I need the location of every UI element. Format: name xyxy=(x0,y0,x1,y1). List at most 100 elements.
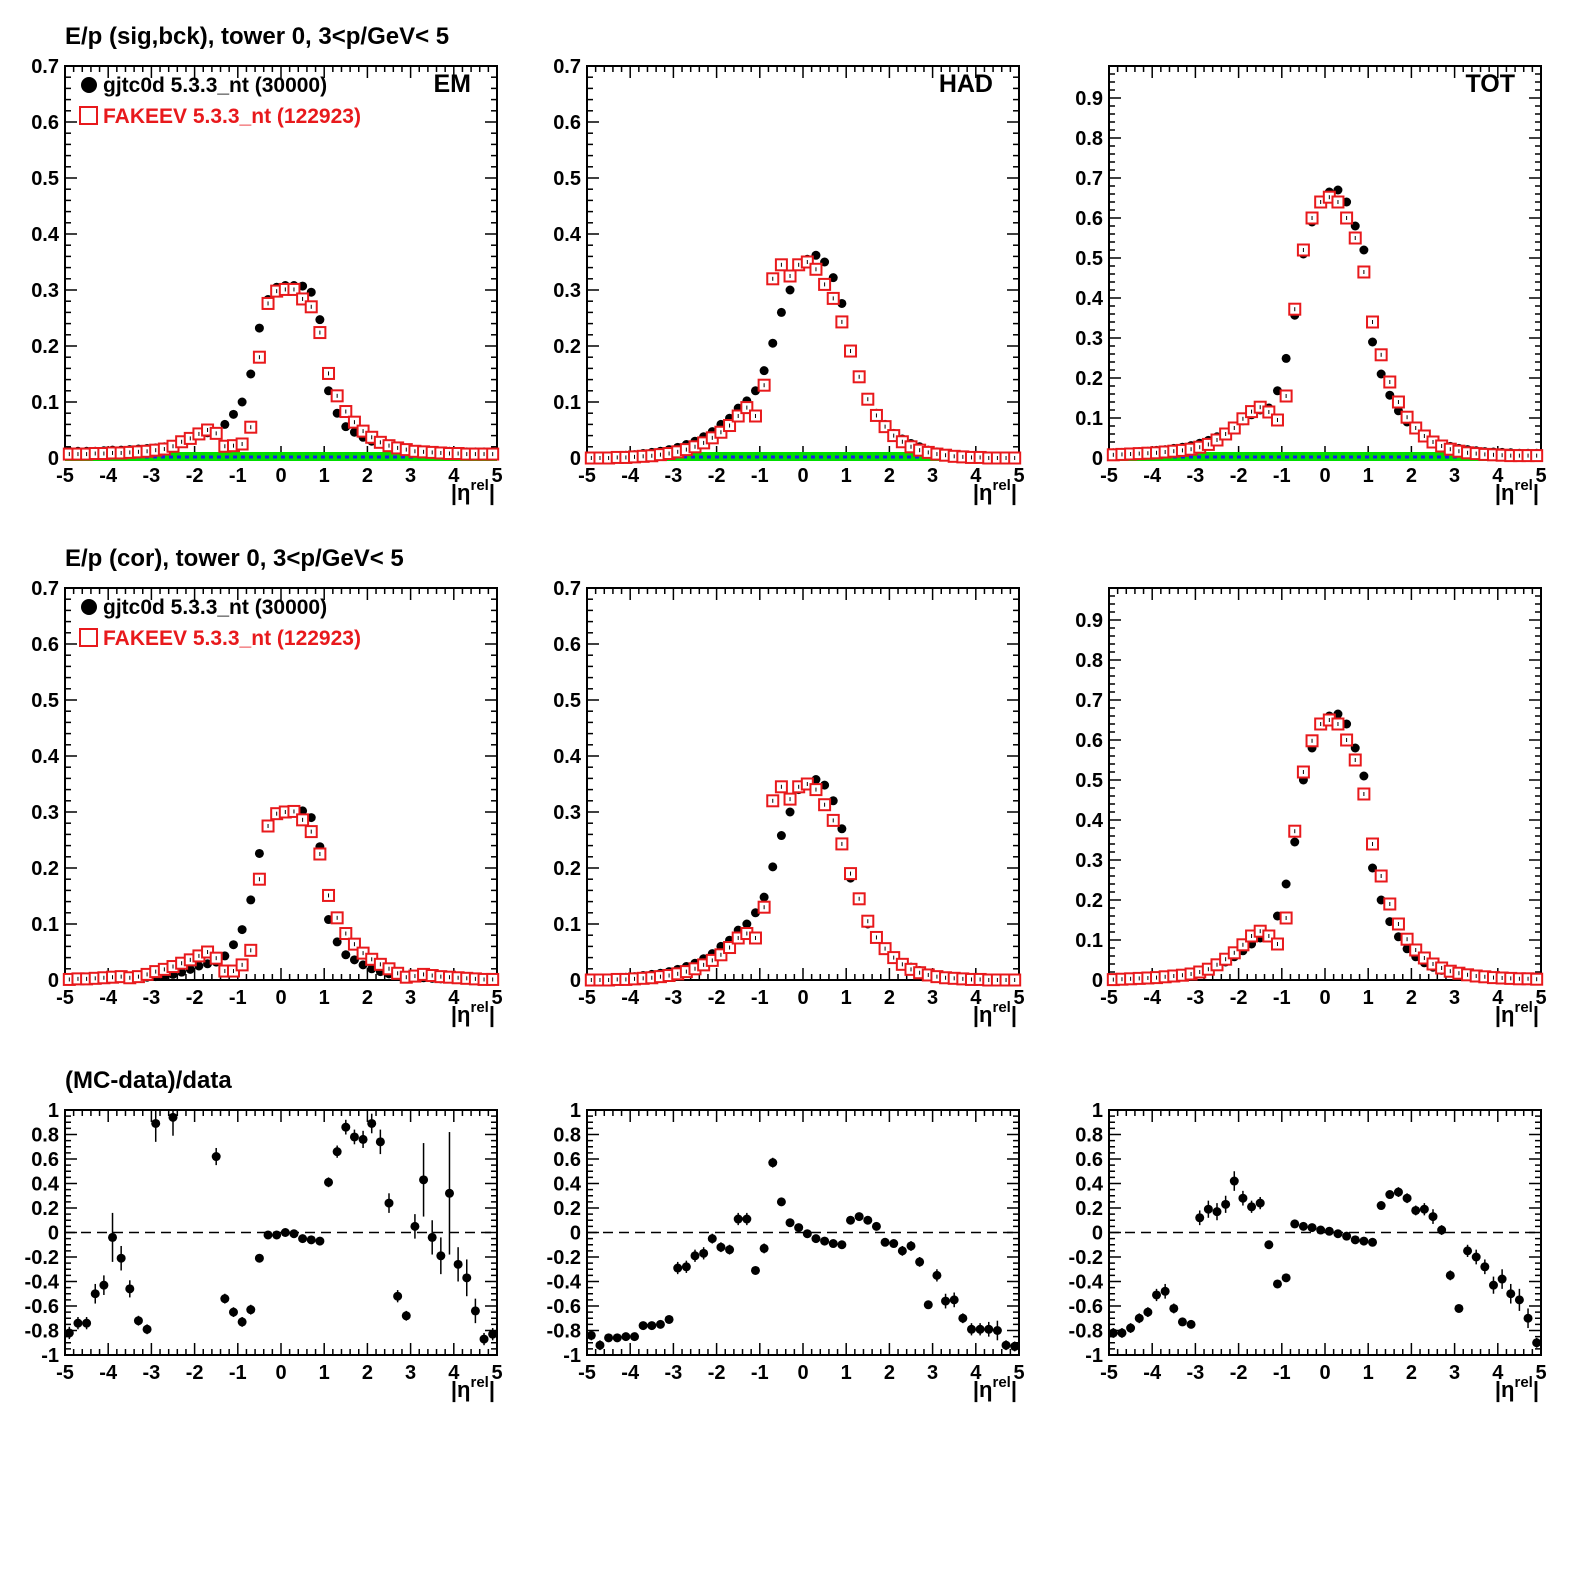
data-point xyxy=(742,919,752,929)
series-mc xyxy=(584,255,1022,465)
x-tick-label: -2 xyxy=(708,987,726,1009)
x-tick-label: 4 xyxy=(1492,465,1504,487)
data-point xyxy=(880,1237,890,1247)
x-axis-label: |ηrel| xyxy=(451,1374,495,1402)
corner-label: TOT xyxy=(1465,70,1515,98)
x-tick-label: 5 xyxy=(1013,1362,1024,1384)
x-axis-label-main: |η xyxy=(1495,1002,1515,1027)
x-tick-label: 2 xyxy=(884,987,895,1009)
x-tick-label: -1 xyxy=(751,465,769,487)
x-axis-label-end: | xyxy=(1533,480,1539,505)
y-tick-label: 0 xyxy=(48,970,59,992)
data-point xyxy=(759,892,769,902)
y-tick-label: 0.4 xyxy=(31,746,60,768)
data-point xyxy=(168,1112,178,1122)
data-point xyxy=(1488,1280,1498,1290)
y-tick-label: 0.1 xyxy=(31,392,59,414)
x-tick-label: 2 xyxy=(884,1362,895,1384)
data-point xyxy=(612,1333,622,1343)
y-tick-label: 0.5 xyxy=(553,690,581,712)
data-point xyxy=(1506,1289,1516,1299)
x-tick-label: -1 xyxy=(229,987,247,1009)
x-axis-label-sup: rel xyxy=(470,477,488,494)
x-tick-label: -4 xyxy=(621,987,640,1009)
y-tick-label: 0 xyxy=(570,1223,581,1245)
x-tick-label: -5 xyxy=(1100,987,1118,1009)
chart-panel-0-1: -5 -4 -3 -2 -1 0 1 2 3 4 5 0 0.1 0.2 0.3 0.4 0.5 0.6 0.7 |η… xyxy=(553,56,1024,505)
data-point xyxy=(228,940,238,950)
y-tick-label: 0.5 xyxy=(1075,248,1103,270)
y-tick-label: 1 xyxy=(570,1100,581,1122)
chart-panel-0-0: -5 -4 -3 -2 -1 0 1 2 3 4 5 0 0.1 0.2 0.3 0.4 0.5 0.6 0.7 |η… xyxy=(31,56,502,505)
data-point xyxy=(915,1257,925,1267)
y-tick-label: 0.2 xyxy=(553,858,581,880)
data-point xyxy=(73,1318,83,1328)
data-point xyxy=(1229,1176,1239,1186)
data-point xyxy=(690,1251,700,1261)
data-point xyxy=(1160,1286,1170,1296)
data-point xyxy=(906,1241,916,1251)
data-point xyxy=(1342,1231,1352,1241)
x-tick-label: -2 xyxy=(186,465,204,487)
y-tick-label: -0.4 xyxy=(547,1272,582,1294)
x-tick-label: -3 xyxy=(143,987,161,1009)
data-point xyxy=(349,1132,359,1142)
data-point xyxy=(116,1253,126,1263)
x-axis-label-main: |η xyxy=(973,480,993,505)
y-tick-label: 0 xyxy=(48,448,59,470)
x-tick-label: 0 xyxy=(1319,1362,1330,1384)
data-point xyxy=(1272,1279,1282,1289)
x-tick-label: 0 xyxy=(1319,465,1330,487)
data-point xyxy=(246,369,256,379)
y-tick-label: 0.2 xyxy=(553,1198,581,1220)
data-point xyxy=(1393,1187,1403,1197)
data-point xyxy=(1411,1205,1421,1215)
x-tick-label: -5 xyxy=(56,465,74,487)
data-point xyxy=(1419,1204,1429,1214)
data-point xyxy=(638,1321,648,1331)
y-tick-label: 0.2 xyxy=(1075,890,1103,912)
data-point xyxy=(595,1340,605,1350)
data-point xyxy=(246,895,256,905)
data-point xyxy=(211,1152,221,1162)
y-tick-label: 0.4 xyxy=(31,224,60,246)
data-point xyxy=(1514,1295,1524,1305)
data-point xyxy=(90,1289,100,1299)
y-tick-label: -1 xyxy=(41,1345,59,1367)
data-point xyxy=(1238,1193,1248,1203)
data-point xyxy=(1316,1225,1326,1235)
data-point xyxy=(1126,1323,1136,1333)
y-tick-label: 0 xyxy=(570,448,581,470)
x-tick-label: -2 xyxy=(186,987,204,1009)
data-point xyxy=(1359,1236,1369,1246)
legend-mc-label: FAKEEV 5.3.3_nt (122923) xyxy=(103,627,361,650)
x-tick-label: 1 xyxy=(319,465,330,487)
x-tick-label: 5 xyxy=(491,987,502,1009)
data-point xyxy=(1307,1223,1317,1233)
y-tick-label: 0.7 xyxy=(553,578,581,600)
data-point xyxy=(1385,1190,1395,1200)
data-point xyxy=(984,1324,994,1334)
x-tick-label: 0 xyxy=(275,465,286,487)
data-point xyxy=(992,1326,1002,1335)
data-point xyxy=(1177,1317,1187,1327)
data-point xyxy=(768,1158,778,1168)
y-tick-label: 1 xyxy=(48,1100,59,1122)
x-tick-label: 1 xyxy=(1363,465,1374,487)
data-point xyxy=(966,1324,976,1334)
y-tick-label: 0.6 xyxy=(553,634,581,656)
x-axis-label: |ηrel| xyxy=(973,999,1017,1027)
x-tick-label: 3 xyxy=(405,1362,416,1384)
data-point xyxy=(630,1332,640,1342)
x-tick-label: 4 xyxy=(448,465,460,487)
x-tick-label: 2 xyxy=(362,1362,373,1384)
x-tick-label: 3 xyxy=(1449,987,1460,1009)
x-axis-label-sup: rel xyxy=(992,999,1010,1016)
y-tick-label: 1 xyxy=(1092,1100,1103,1122)
y-tick-label: 0.6 xyxy=(553,112,581,134)
x-tick-label: -5 xyxy=(578,465,596,487)
x-axis-label: |ηrel| xyxy=(1495,1374,1539,1402)
x-tick-label: -3 xyxy=(665,987,683,1009)
data-point xyxy=(975,1324,985,1334)
legend-mc-label: FAKEEV 5.3.3_nt (122923) xyxy=(103,105,361,128)
